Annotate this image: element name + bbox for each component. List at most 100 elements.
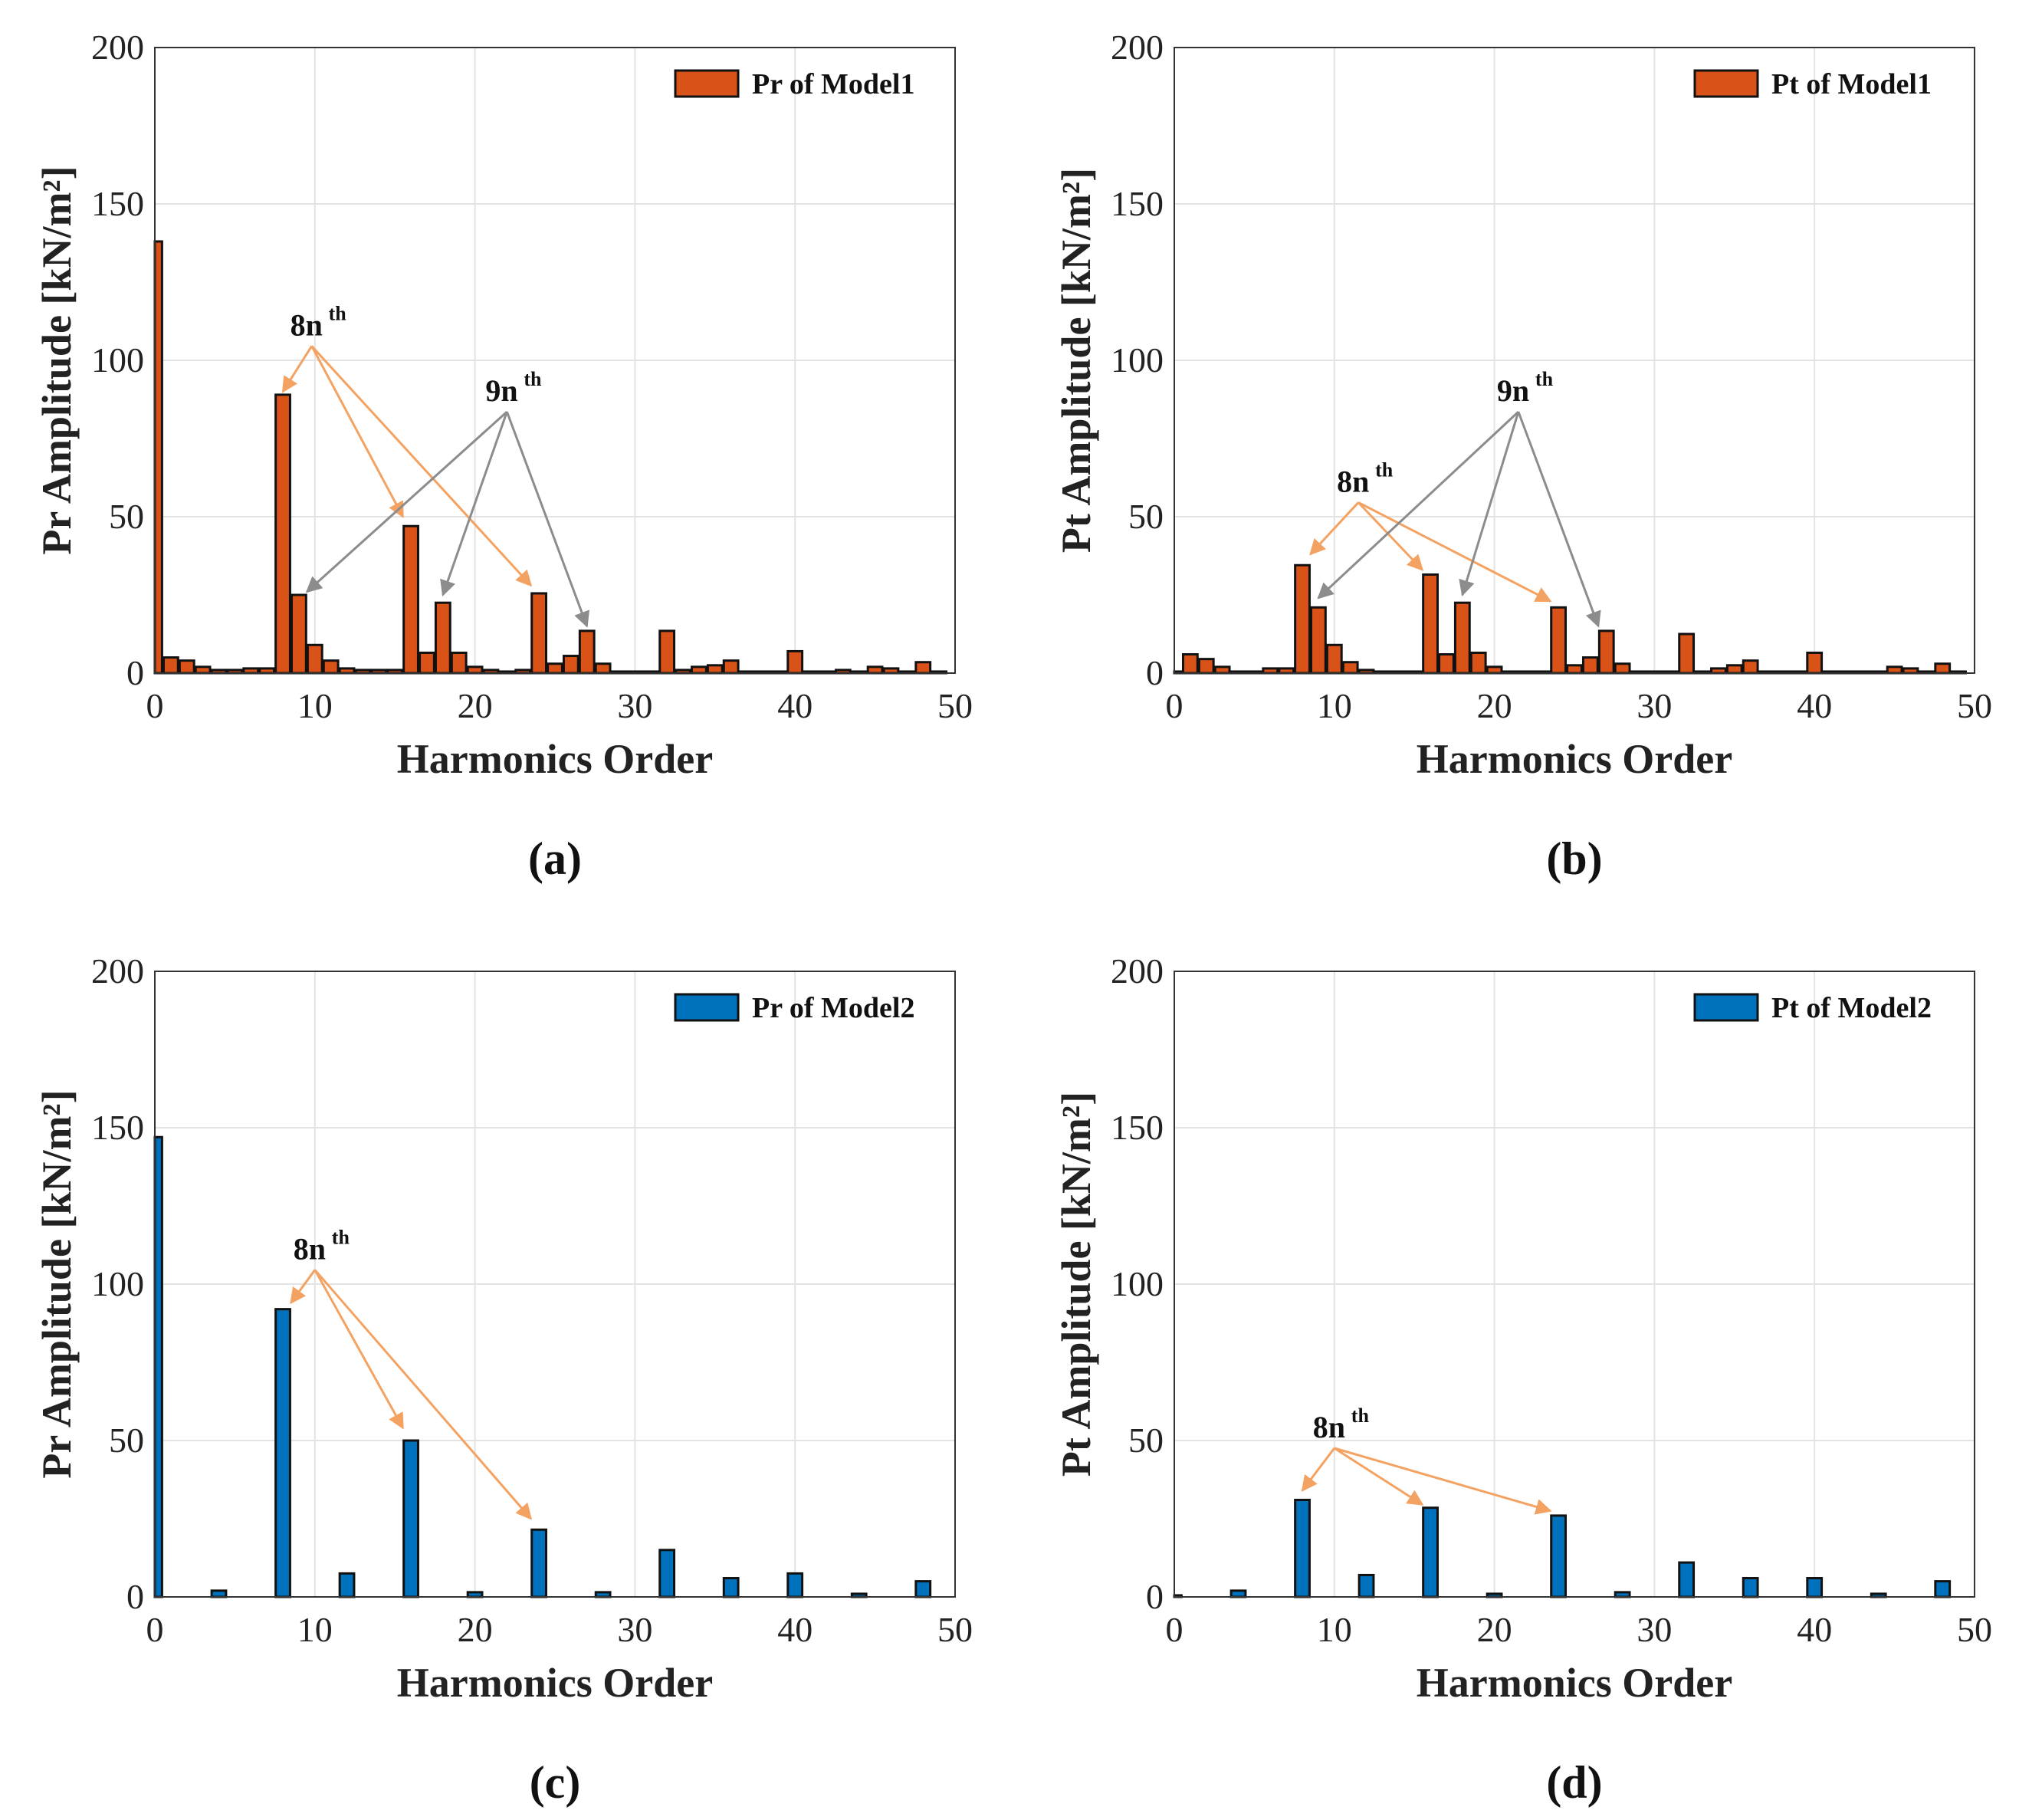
x-tick-label: 20 <box>458 1610 493 1649</box>
panel-a-xticks: 0 10 20 30 40 50 <box>146 686 973 725</box>
x-tick-label: 40 <box>1797 686 1832 725</box>
bar-harmonic-40 <box>1806 651 1824 675</box>
annotation-label: 8n <box>291 307 323 342</box>
panel-a-legend-label: Pr of Model1 <box>752 68 914 100</box>
bar-harmonic-32 <box>658 629 676 675</box>
bar-harmonic-0 <box>153 240 163 675</box>
bar-harmonic-11 <box>322 659 340 675</box>
panel-a-sublabel: (a) <box>528 833 582 884</box>
bar-harmonic-12 <box>338 1572 356 1598</box>
panel-b-sublabel: (b) <box>1546 833 1602 884</box>
x-tick-label: 20 <box>1477 686 1512 725</box>
panel-a-legend-swatch <box>674 69 740 98</box>
x-tick-label: 40 <box>1797 1610 1832 1649</box>
bar-harmonic-20 <box>1486 665 1503 675</box>
bar-harmonic-9 <box>291 593 307 675</box>
panel-a-xlabel: Harmonics Order <box>397 736 713 782</box>
bar-harmonic-17 <box>419 651 435 675</box>
bar-harmonic-48 <box>1934 662 1952 675</box>
y-tick-label: 50 <box>109 497 144 536</box>
x-tick-label: 30 <box>617 686 652 725</box>
y-tick-label: 200 <box>91 951 144 990</box>
panel-a-plot-frame <box>154 47 956 674</box>
x-tick-label: 0 <box>146 686 164 725</box>
bar-harmonic-18 <box>434 601 451 675</box>
bar-harmonic-17 <box>1438 653 1455 675</box>
panel-c-plot-frame <box>154 971 956 1598</box>
annotation-label: 8n <box>1337 464 1369 498</box>
y-tick-label: 50 <box>109 1421 144 1460</box>
panel-a-bars <box>153 240 948 675</box>
annotation-arrow <box>1334 1447 1552 1515</box>
panel-d-xlabel: Harmonics Order <box>1417 1660 1732 1706</box>
panel-b-legend: Pt of Model1 <box>1693 68 1932 100</box>
x-tick-label: 50 <box>937 1610 973 1649</box>
panel-c-grid <box>155 971 955 1597</box>
y-tick-label: 50 <box>1128 497 1164 536</box>
panel-d-annotations: 8n th <box>1301 1404 1552 1515</box>
bar-harmonic-8 <box>274 393 291 675</box>
panel-a-annotations: 8n th 9n th <box>281 302 589 628</box>
bar-harmonic-11 <box>1341 661 1359 675</box>
bar-harmonic-25 <box>547 662 563 675</box>
panel-b-plot-frame <box>1174 47 1975 674</box>
x-tick-label: 0 <box>1166 686 1183 725</box>
panel-c-ylabel: Pr Amplitude [kN/m²] <box>34 1089 80 1478</box>
annotation-sup: th <box>1375 458 1394 481</box>
panel-d-plot-frame <box>1174 971 1975 1598</box>
panel-c-legend-label: Pr of Model2 <box>752 992 914 1024</box>
bar-harmonic-2 <box>178 659 195 675</box>
y-tick-label: 0 <box>126 653 144 692</box>
panel-c: 0 10 20 30 40 50 0 50 100 150 200 Harmonics Order… <box>34 951 973 1808</box>
annotation-arrow <box>1301 1447 1335 1492</box>
panel-a-ylabel: Pr Amplitude [kN/m²] <box>34 166 80 554</box>
annotation-sup: th <box>329 302 347 324</box>
bar-harmonic-1 <box>162 656 179 675</box>
bar-harmonic-24 <box>1550 1514 1568 1598</box>
bar-harmonic-32 <box>658 1549 676 1598</box>
bar-harmonic-28 <box>1614 662 1631 675</box>
y-tick-label: 0 <box>126 1577 144 1616</box>
bar-harmonic-40 <box>786 1572 804 1598</box>
x-tick-label: 30 <box>1637 686 1672 725</box>
x-tick-label: 50 <box>1957 686 1992 725</box>
annotation-sup: th <box>1351 1404 1370 1427</box>
panel-d-ylabel: Pt Amplitude [kN/m²] <box>1053 1092 1099 1477</box>
panel-c-legend: Pr of Model2 <box>674 992 914 1024</box>
annotation-arrow <box>314 1269 533 1520</box>
bar-harmonic-8 <box>1294 1499 1311 1598</box>
bar-harmonic-35 <box>1725 664 1743 675</box>
bar-harmonic-45 <box>866 665 884 675</box>
bar-harmonic-1 <box>1181 653 1199 675</box>
y-tick-label: 150 <box>91 184 144 223</box>
bar-harmonic-8 <box>274 1308 291 1598</box>
x-tick-label: 10 <box>297 1610 333 1649</box>
y-tick-label: 200 <box>1111 951 1164 990</box>
annotation-arrow <box>1517 411 1601 628</box>
y-tick-label: 100 <box>1111 1264 1164 1303</box>
panel-d-xticks: 0 10 20 30 40 50 <box>1166 1610 1993 1649</box>
bar-harmonic-36 <box>722 659 740 675</box>
x-tick-label: 10 <box>1317 1610 1352 1649</box>
annotation-arrow <box>1333 1447 1424 1506</box>
bar-harmonic-27 <box>1597 629 1615 675</box>
bar-harmonic-4 <box>210 1589 228 1598</box>
bar-harmonic-0 <box>153 1135 163 1598</box>
panel-b-legend-swatch <box>1693 69 1759 98</box>
bar-harmonic-48 <box>1934 1580 1952 1598</box>
bar-harmonic-34 <box>691 665 707 675</box>
bar-harmonic-32 <box>1678 632 1696 675</box>
panel-c-yticks: 0 50 100 150 200 <box>91 951 144 1616</box>
panel-d-sublabel: (d) <box>1546 1757 1602 1808</box>
x-tick-label: 40 <box>777 686 813 725</box>
y-tick-label: 150 <box>91 1108 144 1147</box>
annotation-arrow <box>314 1269 404 1430</box>
annotation-arrow <box>310 345 404 518</box>
x-tick-label: 30 <box>1637 1610 1672 1649</box>
bar-harmonic-8 <box>1294 563 1311 675</box>
annotation-sup: th <box>1535 368 1554 390</box>
bar-harmonic-19 <box>450 651 468 675</box>
annotation-arrow <box>290 1269 317 1305</box>
bar-harmonic-36 <box>722 1577 740 1598</box>
annotation-arrow <box>505 411 589 628</box>
